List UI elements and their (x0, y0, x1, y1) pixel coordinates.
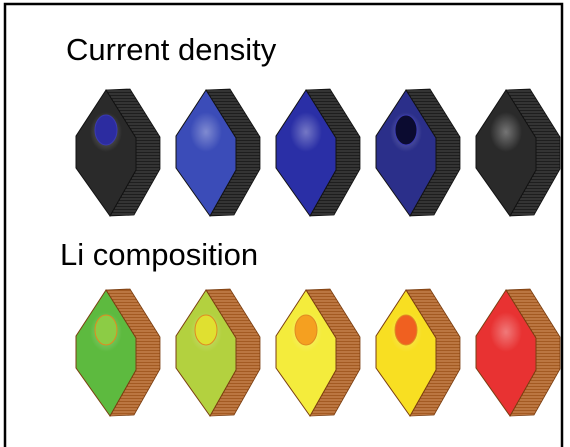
prism-face (75, 289, 137, 417)
face-glow (490, 312, 522, 352)
prisms (75, 88, 561, 417)
hotspot (194, 314, 218, 346)
face-glow (490, 112, 522, 152)
prism-face (375, 89, 437, 217)
prism-face (75, 89, 137, 217)
face-glow (290, 112, 322, 152)
prism-face (175, 89, 237, 217)
frame (3, 2, 564, 447)
prism-face (275, 89, 337, 217)
prism-face (175, 289, 237, 417)
panel-label: Current density (66, 32, 277, 67)
hotspot (294, 314, 318, 346)
prism-face (275, 289, 337, 417)
hotspot (94, 114, 118, 146)
face-glow (190, 112, 222, 152)
hotspot (94, 314, 118, 346)
prism-face (475, 289, 537, 417)
hotspot (394, 314, 418, 346)
prism-face (375, 289, 437, 417)
hotspot (394, 114, 418, 146)
panel-label: Li composition (60, 237, 258, 272)
prism-face (475, 89, 537, 217)
